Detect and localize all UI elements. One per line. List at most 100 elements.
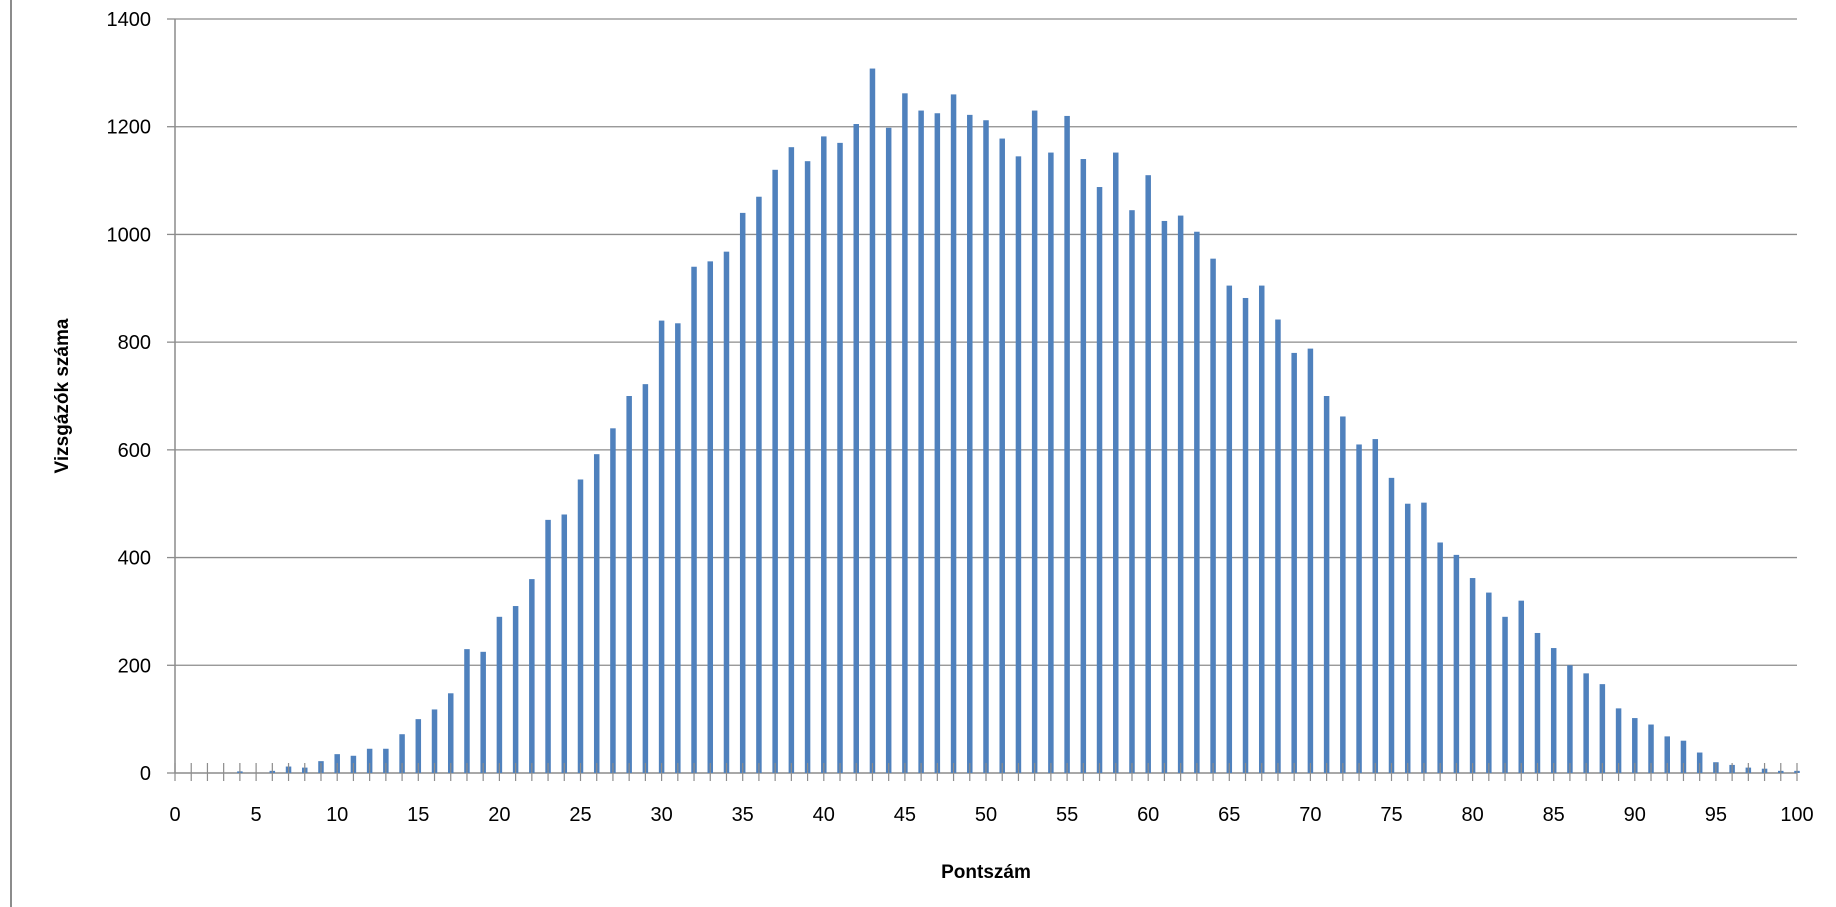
bar-27 — [610, 428, 616, 773]
x-tick-label-45: 45 — [894, 804, 916, 826]
bar-24 — [561, 514, 568, 773]
bar-51 — [999, 138, 1005, 773]
x-axis-ticks — [174, 763, 1798, 781]
y-tick-label-1400: 1400 — [107, 9, 152, 31]
bar-25 — [577, 479, 584, 773]
x-tick-label-15: 15 — [407, 804, 429, 826]
bar-21 — [512, 606, 519, 773]
bar-34 — [723, 251, 730, 773]
x-tick-label-0: 0 — [169, 804, 180, 826]
x-tick-label-40: 40 — [813, 804, 835, 826]
bar-65 — [1226, 285, 1233, 773]
bar-68 — [1275, 319, 1281, 773]
bar-59 — [1129, 210, 1135, 773]
bar-58 — [1113, 152, 1119, 773]
bar-61 — [1161, 220, 1168, 773]
bar-72 — [1340, 416, 1346, 773]
y-tick-label-600: 600 — [118, 440, 151, 462]
bar-29 — [642, 384, 649, 773]
bar-43 — [869, 68, 876, 774]
bar-30 — [658, 320, 665, 773]
x-axis-title: Pontszám — [941, 862, 1031, 883]
bar-33 — [707, 261, 714, 773]
x-tick-label-5: 5 — [251, 804, 262, 826]
bar-41 — [837, 142, 843, 773]
bar-49 — [967, 114, 973, 774]
bar-93 — [1680, 740, 1687, 773]
bar-89 — [1615, 708, 1622, 773]
bar-32 — [691, 266, 697, 773]
x-tick-label-70: 70 — [1299, 804, 1321, 826]
bar-54 — [1048, 152, 1054, 773]
bar-20 — [496, 616, 503, 773]
bar-16 — [431, 709, 438, 773]
bar-18 — [464, 649, 470, 773]
x-tick-label-25: 25 — [569, 804, 591, 826]
x-tick-label-85: 85 — [1543, 804, 1565, 826]
bar-63 — [1194, 231, 1200, 774]
bar-64 — [1210, 258, 1216, 773]
x-tick-label-20: 20 — [488, 804, 510, 826]
x-tick-label-90: 90 — [1624, 804, 1646, 826]
y-axis-title: Vizsgázók száma — [52, 318, 73, 473]
y-tick-label-1000: 1000 — [107, 224, 152, 246]
bar-48 — [950, 94, 957, 773]
bar-44 — [885, 127, 892, 774]
x-tick-label-50: 50 — [975, 804, 997, 826]
y-tick-label-0: 0 — [140, 763, 151, 785]
x-tick-label-60: 60 — [1137, 804, 1159, 826]
bar-92 — [1664, 736, 1670, 773]
bar-22 — [529, 579, 535, 773]
chart-frame-left-border — [10, 0, 12, 907]
bar-50 — [983, 120, 989, 773]
y-tick-label-1200: 1200 — [107, 117, 152, 139]
bar-42 — [853, 124, 859, 773]
bar-88 — [1599, 684, 1606, 773]
bar-45 — [902, 93, 908, 773]
bar-26 — [593, 454, 600, 773]
bar-56 — [1080, 159, 1087, 773]
bar-85 — [1550, 648, 1557, 773]
x-tick-label-95: 95 — [1705, 804, 1727, 826]
bar-36 — [756, 196, 762, 774]
x-tick-label-100: 100 — [1780, 804, 1813, 826]
bar-73 — [1356, 444, 1362, 773]
x-tick-label-30: 30 — [650, 804, 672, 826]
y-tick-label-200: 200 — [118, 655, 151, 677]
x-axis-tick-labels: 0 5 10 15 20 25 30 35 40 45 50 55 60 65 70 75 80 85 90 95 10… — [169, 804, 1813, 826]
bar-66 — [1242, 297, 1249, 773]
bar-84 — [1534, 632, 1541, 773]
bar-53 — [1031, 110, 1038, 773]
bar-69 — [1291, 352, 1297, 773]
bar-37 — [772, 169, 778, 774]
y-tick-label-400: 400 — [118, 548, 151, 570]
bar-94 — [1696, 752, 1703, 773]
bar-23 — [545, 519, 551, 773]
x-tick-label-35: 35 — [732, 804, 754, 826]
gridlines — [175, 18, 1797, 666]
bar-71 — [1323, 396, 1330, 773]
bar-55 — [1064, 115, 1070, 773]
bar-81 — [1486, 592, 1492, 773]
bar-80 — [1469, 578, 1476, 773]
bar-78 — [1437, 542, 1443, 773]
bar-40 — [821, 136, 827, 773]
bar-14 — [399, 734, 405, 773]
bar-90 — [1632, 718, 1638, 773]
bar-86 — [1567, 665, 1573, 773]
bar-83 — [1518, 600, 1525, 773]
bars — [237, 68, 1800, 774]
x-tick-label-75: 75 — [1380, 804, 1402, 826]
bar-15 — [415, 719, 422, 773]
bar-67 — [1258, 285, 1265, 773]
bar-46 — [918, 110, 924, 773]
bar-76 — [1404, 503, 1411, 773]
bar-39 — [804, 161, 811, 773]
y-tick-label-800: 800 — [118, 332, 151, 354]
bar-17 — [447, 693, 454, 773]
bar-57 — [1096, 187, 1103, 773]
bar-87 — [1583, 673, 1589, 773]
bar-77 — [1421, 502, 1427, 773]
bar-19 — [480, 651, 486, 773]
